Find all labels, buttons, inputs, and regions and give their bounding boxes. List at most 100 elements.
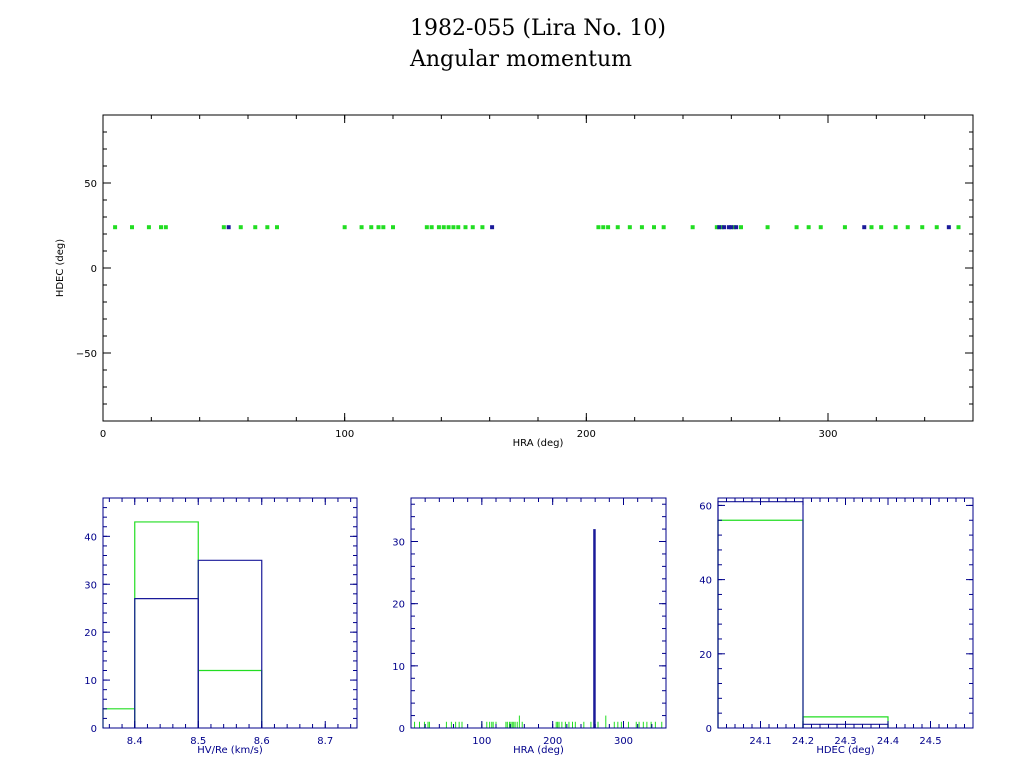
scatter-point bbox=[451, 225, 456, 230]
scatter-point bbox=[226, 225, 231, 230]
scatter-point bbox=[342, 225, 347, 230]
histogram-bar bbox=[197, 669, 263, 728]
scatter-point bbox=[739, 225, 743, 230]
y-tick-label: 50 bbox=[84, 179, 97, 190]
scatter-point bbox=[369, 225, 374, 230]
scatter-point bbox=[661, 225, 666, 230]
scatter-point bbox=[734, 225, 739, 230]
x-axis-label: HRA (deg) bbox=[513, 438, 564, 449]
y-tick-label: 40 bbox=[699, 576, 712, 587]
scatter-point bbox=[480, 225, 485, 230]
x-axis-label: HRA (deg) bbox=[513, 745, 564, 756]
plot-frame bbox=[102, 497, 358, 729]
x-tick-label: 8.5 bbox=[190, 736, 206, 747]
scatter-point bbox=[265, 225, 270, 230]
y-tick-label: 20 bbox=[699, 650, 712, 661]
scatter-point bbox=[869, 225, 874, 230]
scatter-point bbox=[429, 225, 434, 230]
scatter-point bbox=[934, 225, 939, 230]
scatter-point bbox=[601, 225, 606, 230]
x-axis-label: HV/Re (km/s) bbox=[197, 745, 263, 756]
chart-subtitle: Angular momentum bbox=[410, 47, 632, 72]
scatter-point bbox=[221, 225, 226, 230]
y-tick-label: 20 bbox=[392, 600, 405, 611]
y-axis-label: HDEC (deg) bbox=[55, 239, 66, 297]
y-tick-label: 0 bbox=[91, 264, 97, 275]
scatter-point bbox=[639, 225, 644, 230]
y-tick-label: 20 bbox=[84, 628, 97, 639]
scatter-point bbox=[253, 225, 258, 230]
scatter-point bbox=[627, 225, 632, 230]
scatter-point bbox=[146, 225, 151, 230]
histogram-bar bbox=[717, 519, 804, 728]
x-tick-label: 24.1 bbox=[749, 736, 771, 747]
y-tick-label: 10 bbox=[84, 676, 97, 687]
y-tick-label: 0 bbox=[91, 724, 97, 735]
scatter-point bbox=[163, 225, 168, 230]
x-tick-label: 100 bbox=[335, 429, 354, 440]
scatter-point bbox=[946, 225, 951, 230]
scatter-point bbox=[456, 225, 461, 230]
y-tick-label: 30 bbox=[84, 580, 97, 591]
scatter-point bbox=[376, 225, 381, 230]
y-tick-label: 30 bbox=[392, 538, 405, 549]
x-tick-label: 0 bbox=[100, 429, 106, 440]
x-tick-label: 8.7 bbox=[317, 736, 333, 747]
scatter-point bbox=[717, 225, 722, 230]
scatter-point bbox=[920, 225, 925, 230]
scatter-point bbox=[490, 225, 495, 230]
scatter-point bbox=[765, 225, 770, 230]
y-tick-label: 10 bbox=[392, 662, 405, 673]
scatter-point bbox=[113, 225, 118, 230]
scatter-point bbox=[470, 225, 475, 230]
scatter-point bbox=[726, 225, 731, 230]
x-tick-label: 8.6 bbox=[254, 736, 270, 747]
scatter-point bbox=[130, 225, 134, 230]
scatter-point bbox=[729, 225, 734, 230]
y-tick-label: 0 bbox=[399, 724, 405, 735]
x-tick-label: 200 bbox=[577, 429, 596, 440]
scatter-point bbox=[905, 225, 910, 230]
scatter-point bbox=[359, 225, 364, 230]
scatter-point bbox=[436, 225, 441, 230]
scatter-point bbox=[956, 225, 961, 230]
chart-panel-2 bbox=[102, 497, 358, 729]
plot-frame bbox=[717, 497, 974, 729]
scatter-point bbox=[381, 225, 386, 230]
x-tick-label: 24.5 bbox=[919, 736, 941, 747]
x-tick-label: 200 bbox=[543, 736, 562, 747]
scatter-point bbox=[893, 225, 898, 230]
plot-frame bbox=[102, 114, 974, 422]
scatter-point bbox=[818, 225, 823, 230]
chart-panel-4 bbox=[717, 497, 974, 729]
scatter-point bbox=[238, 225, 243, 230]
scatter-point bbox=[652, 225, 656, 230]
scatter-point bbox=[391, 225, 395, 230]
x-tick-label: 24.2 bbox=[792, 736, 814, 747]
x-tick-label: 24.3 bbox=[834, 736, 856, 747]
scatter-point bbox=[606, 225, 611, 230]
scatter-point bbox=[731, 225, 736, 230]
scatter-point bbox=[722, 225, 727, 230]
scatter-point bbox=[690, 225, 695, 230]
y-tick-label: −50 bbox=[76, 349, 97, 360]
histogram-bar bbox=[717, 501, 804, 728]
histogram-bar bbox=[102, 708, 136, 728]
scatter-point bbox=[794, 225, 799, 230]
scatter-point bbox=[463, 225, 468, 230]
x-tick-label: 300 bbox=[818, 429, 837, 440]
chart-panel-1 bbox=[102, 114, 974, 422]
histogram-bar bbox=[134, 598, 199, 728]
scatter-point bbox=[842, 225, 847, 230]
x-tick-label: 100 bbox=[472, 736, 491, 747]
x-tick-label: 300 bbox=[614, 736, 633, 747]
scatter-point bbox=[719, 225, 724, 230]
scatter-point bbox=[596, 225, 601, 230]
scatter-point bbox=[275, 225, 279, 230]
histogram-bar bbox=[197, 559, 263, 728]
plot-frame bbox=[410, 497, 667, 729]
scatter-point bbox=[424, 225, 429, 230]
scatter-point bbox=[862, 225, 867, 230]
scatter-point bbox=[159, 225, 163, 230]
